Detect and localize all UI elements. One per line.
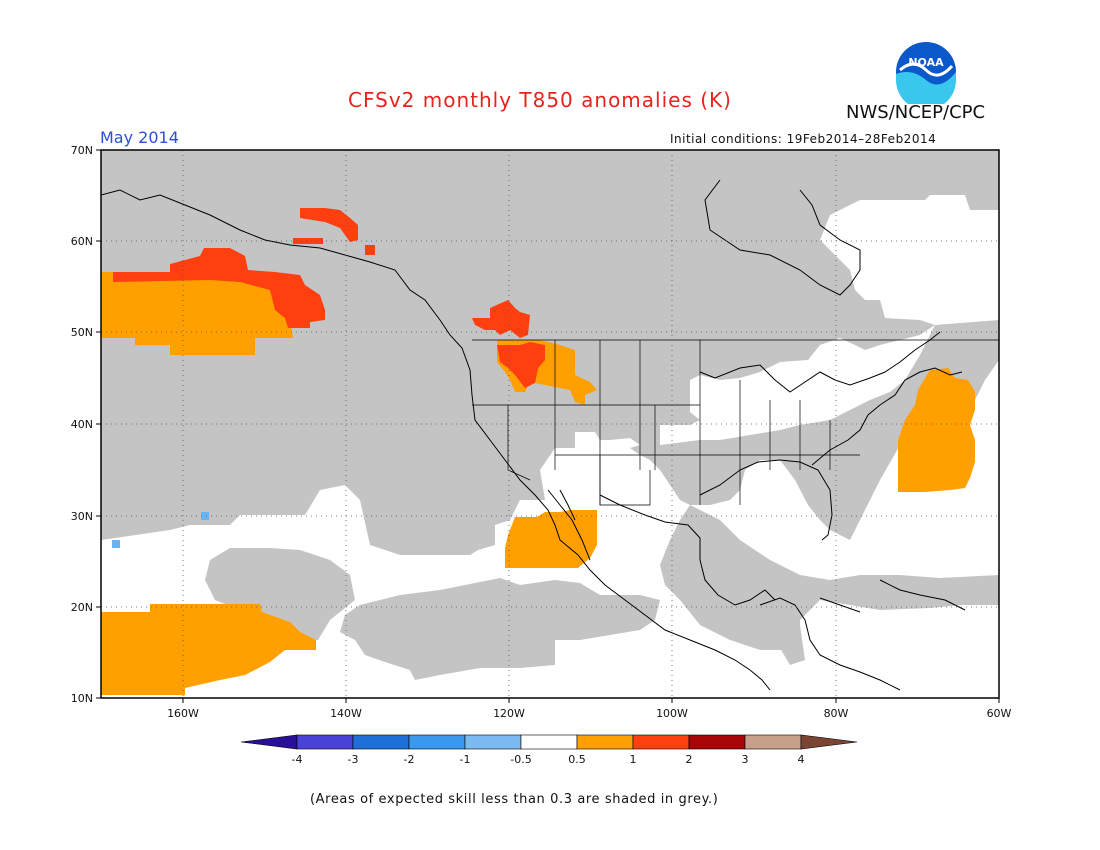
lon-labels: 160W 140W 120W 100W 80W 60W (167, 707, 1011, 720)
lat-labels: 10N 20N 30N 40N 50N 60N 70N (71, 144, 93, 705)
lon-label: 120W (493, 707, 525, 720)
colorbar-label: 1 (630, 753, 637, 766)
lon-label: 160W (167, 707, 199, 720)
colorbar-label: 0.5 (568, 753, 586, 766)
footnote: (Areas of expected skill less than 0.3 a… (310, 792, 719, 807)
lon-label: 80W (824, 707, 849, 720)
forecast-month: May 2014 (100, 128, 179, 147)
tick-marks (96, 149, 1000, 703)
chart-title: CFSv2 monthly T850 anomalies (K) (348, 88, 732, 112)
initial-conditions: Initial conditions: 19Feb2014–28Feb2014 (670, 132, 937, 146)
colorbar-label: -4 (292, 753, 303, 766)
lat-label: 10N (71, 692, 93, 705)
anomaly-blue-regions (112, 512, 209, 548)
agency-label: NWS/NCEP/CPC (846, 102, 986, 123)
colorbar-label: -3 (348, 753, 359, 766)
lon-label: 60W (987, 707, 1012, 720)
colorbar-labels: -4 -3 -2 -1 -0.5 0.5 1 2 3 4 (292, 753, 805, 766)
anomaly-red-regions (113, 208, 545, 388)
coastlines (101, 179, 966, 691)
lat-label: 40N (71, 418, 93, 431)
state-borders (472, 339, 999, 506)
lon-label: 100W (656, 707, 688, 720)
colorbar-label: 2 (686, 753, 693, 766)
lon-label: 140W (330, 707, 362, 720)
lat-label: 30N (71, 510, 93, 523)
colorbar-label: 4 (798, 753, 805, 766)
noaa-logo-icon: NOAA (896, 42, 956, 104)
logo-text: NOAA (908, 56, 944, 69)
lat-label: 20N (71, 601, 93, 614)
colorbar-label: -1 (460, 753, 471, 766)
lat-label: 50N (71, 326, 93, 339)
colorbar-label: 3 (742, 753, 749, 766)
anomaly-map: 10N 20N 30N 40N 50N 60N 70N 160W 140W 12… (71, 144, 1012, 720)
lat-label: 60N (71, 235, 93, 248)
colorbar-label: -2 (404, 753, 415, 766)
lat-label: 70N (71, 144, 93, 157)
colorbar-label: -0.5 (510, 753, 531, 766)
